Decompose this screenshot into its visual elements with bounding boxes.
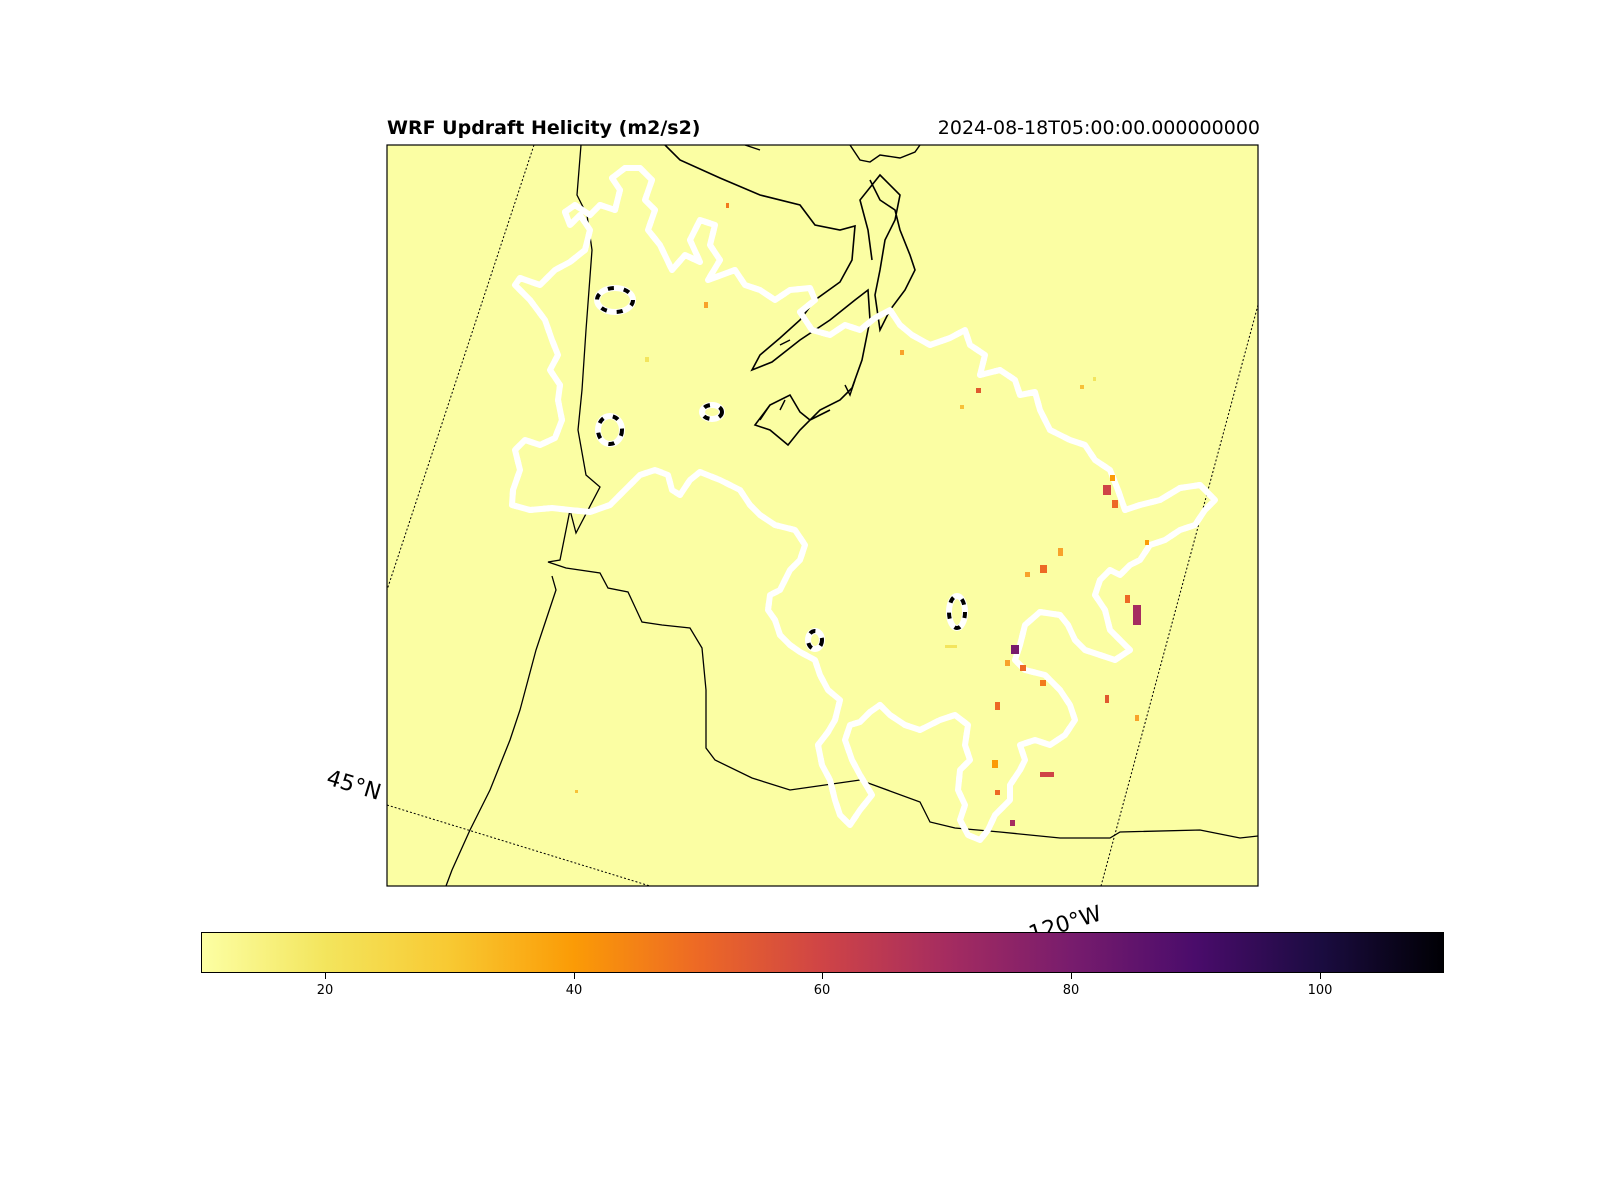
map-frame [386,144,1259,887]
coastline-islands [744,145,921,421]
parallel-line-45n [387,804,651,886]
helicity-patches [575,203,1149,826]
state-border [445,575,557,886]
colorbar-tick-label: 100 [1307,983,1333,998]
dashed-contour [509,165,1218,843]
colorbar-tick [574,973,575,979]
colorbar-tick [1320,973,1321,979]
lat-label-45n: 45°N [323,766,383,806]
map-background [387,145,1258,886]
coastline-sound [859,173,916,333]
colorbar-tick-label: 60 [813,983,831,998]
coastline [547,145,1258,839]
colorbar-tick [1071,973,1072,979]
colorbar-tick-label: 40 [565,983,583,998]
valid-time: 2024-08-18T05:00:00.000000000 [937,117,1260,139]
colorbar-tick [325,973,326,979]
colorbar-tick [822,973,823,979]
map-title: WRF Updraft Helicity (m2/s2) [387,117,701,139]
colorbar [201,932,1444,973]
colorbar-gradient [201,932,1444,973]
meridian-line-120w [1100,304,1258,886]
colorbar-tick-label: 20 [316,983,334,998]
colorbar-tick-label: 80 [1062,983,1080,998]
